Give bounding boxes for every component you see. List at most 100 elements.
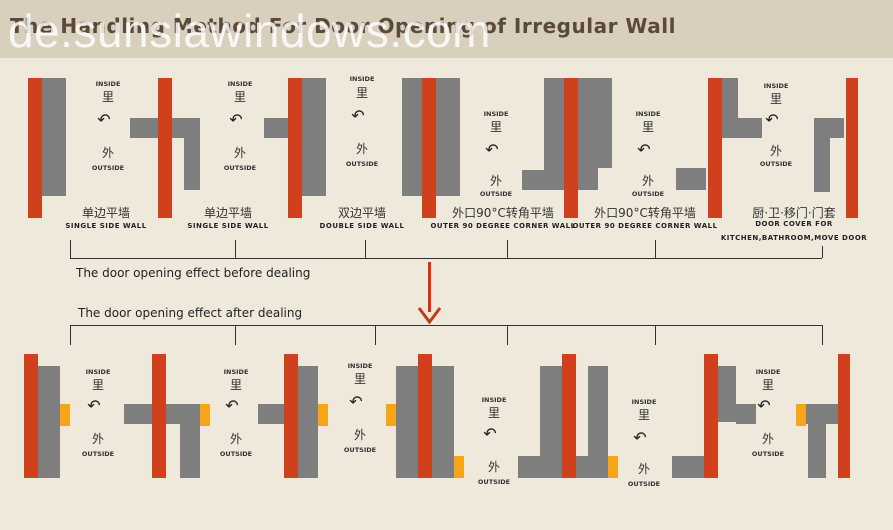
wall: [814, 138, 830, 192]
connector-line: [507, 325, 508, 345]
door-frame: [28, 78, 42, 218]
type-label-en: OUTER 90 DEGREE CORNER WALL: [572, 222, 718, 230]
filler-block: [796, 404, 806, 426]
type-label-cn: 单边平墙: [81, 206, 131, 220]
type-label-cn: 外口90°C转角平墙: [594, 206, 696, 220]
wall: [808, 424, 826, 478]
connector-line: [822, 246, 823, 258]
outside-cn-label: 外: [637, 462, 651, 476]
inside-label: INSIDE: [763, 82, 789, 90]
connector-line: [375, 325, 376, 345]
outside-cn-label: 外: [769, 144, 783, 158]
wall: [738, 118, 762, 138]
type-label-en: DOOR COVER FOR: [755, 220, 833, 228]
type-label-cn: 厨·卫·移门·门套: [752, 206, 836, 220]
wall: [578, 78, 598, 190]
outside-label: OUTSIDE: [223, 164, 257, 172]
connector-line: [70, 240, 71, 258]
connector-line: [822, 325, 823, 345]
outside-label: OUTSIDE: [477, 478, 511, 486]
wall: [814, 118, 844, 138]
wall: [576, 456, 608, 478]
door-swing-icon: ↶: [351, 106, 365, 125]
door-swing-icon: ↶: [225, 396, 239, 415]
door-frame: [284, 354, 298, 478]
inside-label: INSIDE: [95, 80, 121, 88]
wall: [302, 78, 326, 196]
inside-cn-label: 里: [487, 406, 501, 420]
wall: [806, 404, 838, 424]
door-swing-icon: ↶: [229, 110, 243, 129]
caption-after: The door opening effect after dealing: [78, 306, 303, 320]
door-swing-icon: ↶: [485, 140, 499, 159]
door-frame: [422, 78, 436, 218]
outside-cn-label: 外: [487, 460, 501, 474]
door-frame: [288, 78, 302, 218]
inside-cn-label: 里: [761, 378, 775, 392]
wall: [258, 404, 284, 424]
filler-block: [608, 456, 618, 478]
filler-block: [60, 404, 70, 426]
inside-cn-label: 里: [641, 120, 655, 134]
door-frame: [562, 354, 576, 478]
type-label-en: SINGLE SIDE WALL: [187, 222, 269, 230]
inside-cn-label: 里: [353, 372, 367, 386]
connector-line: [507, 240, 508, 258]
type-label-en: SINGLE SIDE WALL: [65, 222, 147, 230]
connector-line: [235, 325, 236, 345]
inside-label: INSIDE: [481, 396, 507, 404]
door-frame: [846, 78, 858, 218]
caption-before: The door opening effect before dealing: [76, 266, 311, 280]
outside-cn-label: 外: [101, 146, 115, 160]
outside-label: OUTSIDE: [759, 160, 793, 168]
title-banner: [0, 0, 893, 58]
wall: [540, 366, 562, 456]
wall: [180, 424, 200, 478]
wall: [722, 78, 738, 138]
door-frame: [704, 354, 718, 478]
wall: [42, 78, 66, 196]
connector-line: [70, 325, 822, 326]
filler-block: [318, 404, 328, 426]
door-swing-icon: ↶: [765, 110, 779, 129]
inside-cn-label: 里: [355, 86, 369, 100]
outside-label: OUTSIDE: [479, 190, 513, 198]
arrow-down-icon: [417, 307, 442, 325]
wall: [588, 366, 608, 456]
inside-cn-label: 里: [233, 90, 247, 104]
connector-line: [365, 240, 366, 258]
type-label-cn: 单边平墙: [203, 206, 253, 220]
outside-cn-label: 外: [761, 432, 775, 446]
door-swing-icon: ↶: [637, 140, 651, 159]
inside-cn-label: 里: [101, 90, 115, 104]
filler-block: [386, 404, 396, 426]
door-frame: [564, 78, 578, 218]
outside-label: OUTSIDE: [81, 450, 115, 458]
inside-cn-label: 里: [637, 408, 651, 422]
inside-label: INSIDE: [227, 80, 253, 88]
outside-cn-label: 外: [641, 174, 655, 188]
door-frame: [708, 78, 722, 218]
wall: [130, 118, 158, 138]
inside-label: INSIDE: [483, 110, 509, 118]
connector-line: [235, 240, 236, 258]
inside-cn-label: 里: [769, 92, 783, 106]
wall: [718, 366, 736, 422]
wall: [518, 456, 562, 478]
type-label-cn: 外口90°C转角平墙: [452, 206, 554, 220]
wall: [172, 118, 200, 138]
outside-cn-label: 外: [229, 432, 243, 446]
wall: [402, 78, 422, 196]
filler-block: [200, 404, 210, 426]
wall: [298, 366, 318, 478]
inside-label: INSIDE: [349, 75, 375, 83]
door-frame: [838, 354, 850, 478]
inside-label: INSIDE: [223, 368, 249, 376]
type-label-en-2: KITCHEN,BATHROOM,MOVE DOOR: [720, 234, 868, 242]
wall: [436, 78, 460, 196]
inside-label: INSIDE: [347, 362, 373, 370]
connector-line: [655, 325, 656, 345]
watermark: de.sunsiawindows.com: [8, 5, 492, 57]
type-label-en: OUTER 90 DEGREE CORNER WALL: [430, 222, 576, 230]
inside-cn-label: 里: [489, 120, 503, 134]
